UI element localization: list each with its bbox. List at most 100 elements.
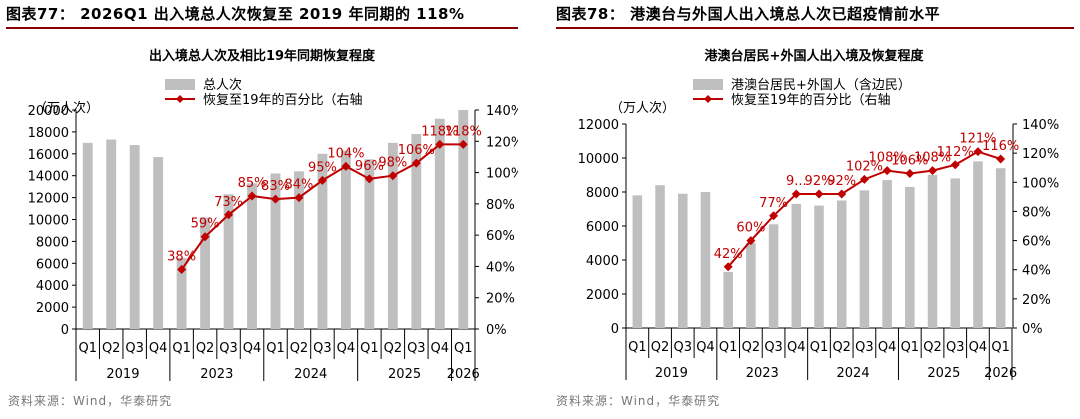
recovery-data-label: 102% bbox=[846, 159, 883, 174]
x-axis-year-label: 2024 bbox=[837, 366, 870, 381]
recovery-point bbox=[837, 189, 847, 199]
x-axis-category-label: Q2 bbox=[102, 341, 121, 356]
bar bbox=[294, 171, 304, 329]
right-axis-tick-label: 80% bbox=[1022, 205, 1051, 220]
right-axis-tick-label: 60% bbox=[486, 229, 515, 244]
recovery-point bbox=[996, 154, 1006, 164]
left-axis-tick-label: 18000 bbox=[28, 126, 69, 141]
recovery-point bbox=[905, 169, 915, 179]
recovery-point bbox=[435, 139, 445, 149]
x-axis-category-label: Q3 bbox=[407, 341, 426, 356]
bar bbox=[746, 243, 756, 328]
recovery-point bbox=[882, 166, 892, 176]
x-axis-category-label: Q4 bbox=[149, 341, 168, 356]
bar bbox=[836, 200, 847, 328]
bar bbox=[905, 186, 915, 328]
right-axis-tick-label: 140% bbox=[486, 104, 518, 119]
x-axis-category-label: Q2 bbox=[651, 340, 670, 355]
recovery-data-label: 116% bbox=[982, 139, 1019, 154]
x-axis-category-label: Q4 bbox=[431, 341, 450, 356]
x-axis-year-label: 2026 bbox=[447, 367, 480, 382]
bar bbox=[129, 145, 140, 329]
recovery-point bbox=[769, 211, 779, 221]
x-axis-year-label: 2026 bbox=[984, 366, 1017, 381]
bar bbox=[106, 139, 117, 329]
recovery-point bbox=[271, 194, 280, 204]
left-axis-tick-label: 0 bbox=[61, 323, 69, 338]
bar bbox=[655, 185, 665, 328]
left-axis-tick-label: 2000 bbox=[36, 301, 69, 316]
x-axis-category-label: Q1 bbox=[266, 341, 285, 356]
left-axis-tick-label: 10000 bbox=[578, 152, 619, 167]
bar bbox=[882, 180, 892, 328]
recovery-point bbox=[791, 189, 801, 199]
recovery-data-label: 95% bbox=[308, 160, 337, 175]
x-axis-category-label: Q3 bbox=[313, 341, 332, 356]
right-axis-tick-label: 140% bbox=[1022, 118, 1059, 133]
recovery-data-label: 108% bbox=[914, 151, 951, 166]
x-axis-category-label: Q4 bbox=[969, 340, 988, 355]
bar bbox=[791, 203, 802, 328]
bar bbox=[364, 159, 375, 329]
recovery-data-label: 106% bbox=[891, 154, 928, 169]
bar bbox=[677, 193, 688, 328]
right-axis-tick-label: 100% bbox=[486, 167, 518, 182]
left-axis-tick-label: 6000 bbox=[36, 257, 69, 272]
x-axis-category-label: Q3 bbox=[674, 340, 693, 355]
x-axis-category-label: Q2 bbox=[196, 341, 215, 356]
bar bbox=[859, 190, 870, 328]
recovery-point bbox=[723, 262, 733, 272]
recovery-point bbox=[859, 174, 869, 184]
x-axis-year-label: 2019 bbox=[655, 366, 688, 381]
right-axis-tick-label: 120% bbox=[1022, 147, 1059, 162]
bar bbox=[82, 142, 93, 329]
recovery-data-label: 98% bbox=[378, 156, 407, 171]
x-axis-category-label: Q1 bbox=[360, 341, 379, 356]
recovery-data-label: 77% bbox=[759, 196, 788, 211]
x-axis-category-label: Q3 bbox=[764, 340, 783, 355]
chart-title: 出入境总人次及相比19年同期恢复程度 bbox=[149, 48, 376, 64]
x-axis-category-label: Q1 bbox=[719, 340, 738, 355]
right-axis-tick-label: 0% bbox=[486, 323, 507, 338]
bar bbox=[700, 192, 711, 328]
x-axis-category-label: Q2 bbox=[384, 341, 403, 356]
bar bbox=[995, 168, 1006, 328]
x-axis-category-label: Q1 bbox=[172, 341, 191, 356]
x-axis-year-label: 2024 bbox=[294, 367, 327, 382]
x-axis-category-label: Q1 bbox=[78, 341, 97, 356]
right-axis-tick-label: 20% bbox=[1022, 293, 1051, 308]
right-axis-tick-label: 100% bbox=[1022, 176, 1059, 191]
recovery-point bbox=[950, 160, 960, 170]
x-axis-category-label: Q2 bbox=[923, 340, 942, 355]
y-axis-unit-label: （万人次） bbox=[610, 100, 675, 116]
figure-77-title: 图表77： 2026Q1 出入境总人次恢复至 2019 年同期的 118% bbox=[6, 5, 465, 23]
recovery-point bbox=[294, 193, 304, 203]
recovery-point bbox=[177, 265, 187, 275]
left-axis-tick-label: 10000 bbox=[28, 214, 69, 229]
y-axis-unit-label: （万人次） bbox=[34, 100, 99, 116]
legend-bar-label: 总人次 bbox=[203, 77, 242, 93]
recovery-data-label: 92% bbox=[827, 174, 856, 189]
right-axis-tick-label: 60% bbox=[1022, 235, 1051, 250]
recovery-data-label: 118% bbox=[445, 124, 482, 139]
x-axis-category-label: Q4 bbox=[337, 341, 356, 356]
x-axis-category-label: Q3 bbox=[946, 340, 965, 355]
recovery-data-label: 42% bbox=[714, 247, 743, 262]
left-axis-tick-label: 16000 bbox=[28, 148, 69, 163]
recovery-point bbox=[247, 191, 257, 201]
right-axis-tick-label: 80% bbox=[486, 198, 515, 213]
bar bbox=[317, 153, 328, 329]
recovery-data-label: 106% bbox=[398, 143, 435, 158]
recovery-point bbox=[224, 210, 234, 220]
left-axis-tick-label: 2000 bbox=[586, 288, 619, 303]
right-axis-tick-label: 40% bbox=[1022, 264, 1051, 279]
recovery-point bbox=[973, 147, 983, 157]
right-axis-tick-label: 20% bbox=[486, 292, 515, 307]
bar bbox=[200, 217, 211, 329]
recovery-data-label: 60% bbox=[736, 221, 765, 236]
bar bbox=[950, 178, 961, 328]
recovery-point bbox=[364, 174, 374, 184]
bar bbox=[434, 118, 445, 329]
x-axis-category-label: Q4 bbox=[696, 340, 715, 355]
x-axis-category-label: Q1 bbox=[810, 340, 829, 355]
